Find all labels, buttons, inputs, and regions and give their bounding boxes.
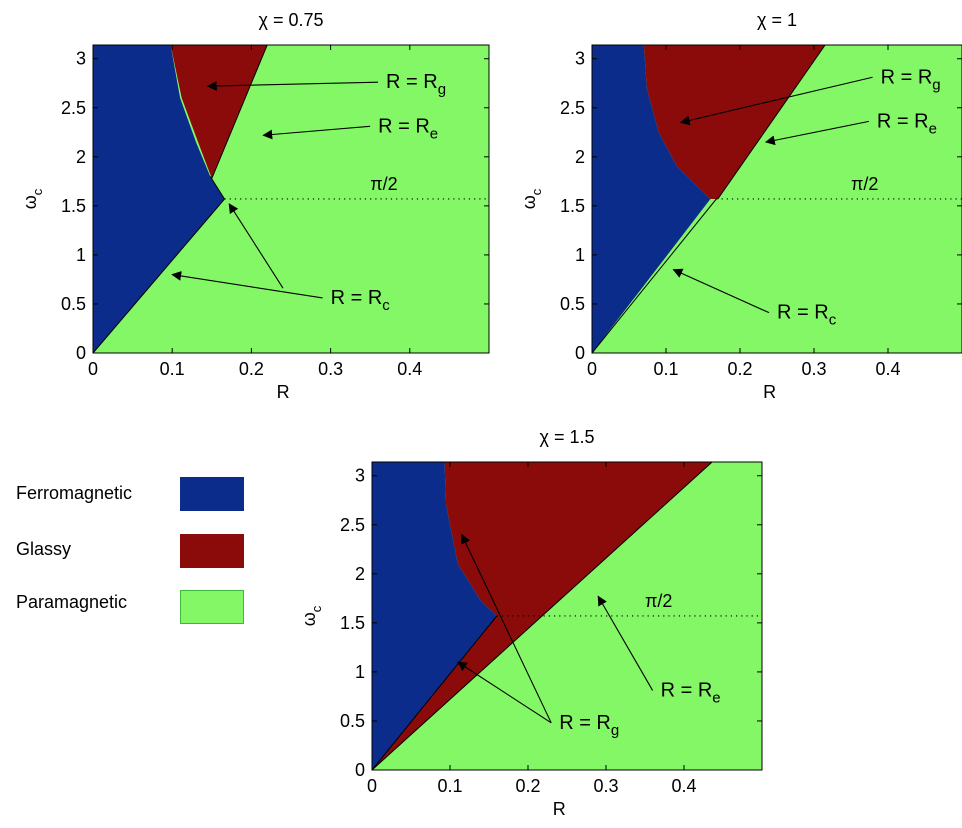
p1-boundary-r-c [92, 198, 225, 354]
p1-xtick-label: 0.1 [160, 359, 185, 379]
p1-boundary-r-g [211, 44, 268, 179]
p1-xtick-label: 0.4 [397, 359, 422, 379]
p3-ytick-label: 0 [355, 760, 365, 780]
p1-annotation-arrow [171, 271, 323, 299]
p3-xtick-label: 0.3 [593, 776, 618, 796]
legend-swatch-paramagnetic [180, 590, 244, 624]
p3-plot: π/2 0 0.1 0.2 0.3 0.4 0 0.5 1 1.5 2 2.5 3 Rωc χ = 1.5 R… [299, 427, 763, 819]
p3-boundary-r-e [371, 461, 713, 771]
p3-pi-half-label: π/2 [645, 591, 672, 611]
legend-label-ferromagnetic: Ferromagnetic [16, 483, 133, 503]
p3-annotation-label: R = Re [661, 679, 721, 706]
p1-ytick-label: 1.5 [61, 196, 86, 216]
p1-annotation-arrow [262, 125, 371, 140]
p3-axes-box [371, 461, 763, 771]
p1-annotation-label: R = Rc [331, 287, 391, 314]
p2-xtick-label: 0.3 [801, 359, 826, 379]
p1-xtick-label: 0 [88, 359, 98, 379]
p2-ytick-label: 3 [575, 49, 585, 69]
p1-annotation-arrow [206, 81, 379, 91]
p3-ytick-label: 0.5 [340, 711, 365, 731]
p2-pi-half-label: π/2 [851, 174, 878, 194]
p3-x-axis-label: R [553, 799, 566, 819]
p3-xtick-label: 0.1 [437, 776, 462, 796]
p1-annotation-arrow [228, 203, 284, 289]
p1-ytick-label: 0 [76, 343, 86, 363]
p3-ytick-label: 2.5 [340, 515, 365, 535]
p2-ferromagnetic-region [592, 45, 711, 353]
p2-title: χ = 1 [757, 10, 797, 30]
p1-xtick-label: 0.2 [239, 359, 264, 379]
p1-ytick-label: 0.5 [61, 294, 86, 314]
legend-swatch-ferromagnetic [180, 477, 244, 511]
legend-swatch-glassy [180, 534, 244, 568]
p3-ytick-label: 1 [355, 662, 365, 682]
p2-annotation-arrow [764, 120, 870, 146]
p1-plot: π/2 0 0.1 0.2 0.3 0.4 0 0.5 1 1.5 2 2.5 3 Rωc χ = 0.75… [20, 10, 490, 402]
p2-annotation-label: R = Re [877, 110, 937, 137]
p2-annotation-label: R = Rc [777, 302, 837, 329]
p2-plot: π/2 0 0.1 0.2 0.3 0.4 0 0.5 1 1.5 2 2.5 3 Rωc χ = 1 R =… [519, 10, 962, 402]
p2-ytick-label: 1 [575, 245, 585, 265]
legend-label-glassy: Glassy [16, 539, 72, 559]
p2-glassy-region [643, 45, 826, 199]
p3-annotation-arrow [597, 595, 654, 691]
p3-annotation-arrow [461, 533, 552, 724]
p3-xtick-label: 0.2 [515, 776, 540, 796]
p2-ytick-label: 0 [575, 343, 585, 363]
p1-glassy-region [170, 45, 268, 179]
p2-ytick-label: 1.5 [560, 196, 585, 216]
p2-ytick-label: 2.5 [560, 98, 585, 118]
p1-boundary-r-e [209, 176, 225, 200]
p2-xtick-label: 0.4 [875, 359, 900, 379]
p1-annotation-label: R = Re [378, 115, 438, 142]
p2-annotation-label: R = Rg [881, 66, 941, 93]
p1-xtick-label: 0.3 [318, 359, 343, 379]
p2-y-axis-label: ωc [519, 188, 544, 209]
p2-ytick-label: 0.5 [560, 294, 585, 314]
p1-title: χ = 0.75 [259, 10, 324, 30]
p2-x-axis-label: R [763, 382, 776, 402]
p2-axes-box [591, 44, 962, 354]
p3-ferromagnetic-region [372, 462, 497, 770]
p1-y-axis-label: ωc [20, 188, 45, 209]
p3-xtick-label: 0.4 [671, 776, 696, 796]
p3-annotation-arrow [456, 661, 552, 724]
p1-annotation-label: R = Rg [386, 71, 446, 98]
p2-annotation-arrow [672, 268, 770, 314]
p2-ytick-label: 2 [575, 147, 585, 167]
p3-y-axis-label: ωc [299, 605, 324, 626]
p1-ytick-label: 1 [76, 245, 86, 265]
p3-title: χ = 1.5 [540, 427, 595, 447]
p3-xtick-label: 0 [367, 776, 377, 796]
p1-ytick-label: 2 [76, 147, 86, 167]
p3-ytick-label: 3 [355, 466, 365, 486]
p1-ferromagnetic-region [93, 45, 225, 353]
p2-boundary-r-c [591, 198, 717, 354]
p2-annotation-arrow [679, 76, 873, 126]
p1-ytick-label: 2.5 [61, 98, 86, 118]
p1-x-axis-label: R [277, 382, 290, 402]
p1-ytick-label: 3 [76, 49, 86, 69]
p2-xtick-label: 0.1 [653, 359, 678, 379]
p2-boundary-r-e [717, 44, 826, 200]
p3-ytick-label: 2 [355, 564, 365, 584]
p3-boundary-r-g [371, 615, 498, 771]
p2-xtick-label: 0.2 [727, 359, 752, 379]
legend-label-paramagnetic: Paramagnetic [16, 592, 128, 612]
p1-pi-half-label: π/2 [370, 174, 397, 194]
p3-annotation-label: R = Rg [559, 712, 619, 739]
p1-axes-box [92, 44, 490, 354]
p2-xtick-label: 0 [587, 359, 597, 379]
p3-ytick-label: 1.5 [340, 613, 365, 633]
